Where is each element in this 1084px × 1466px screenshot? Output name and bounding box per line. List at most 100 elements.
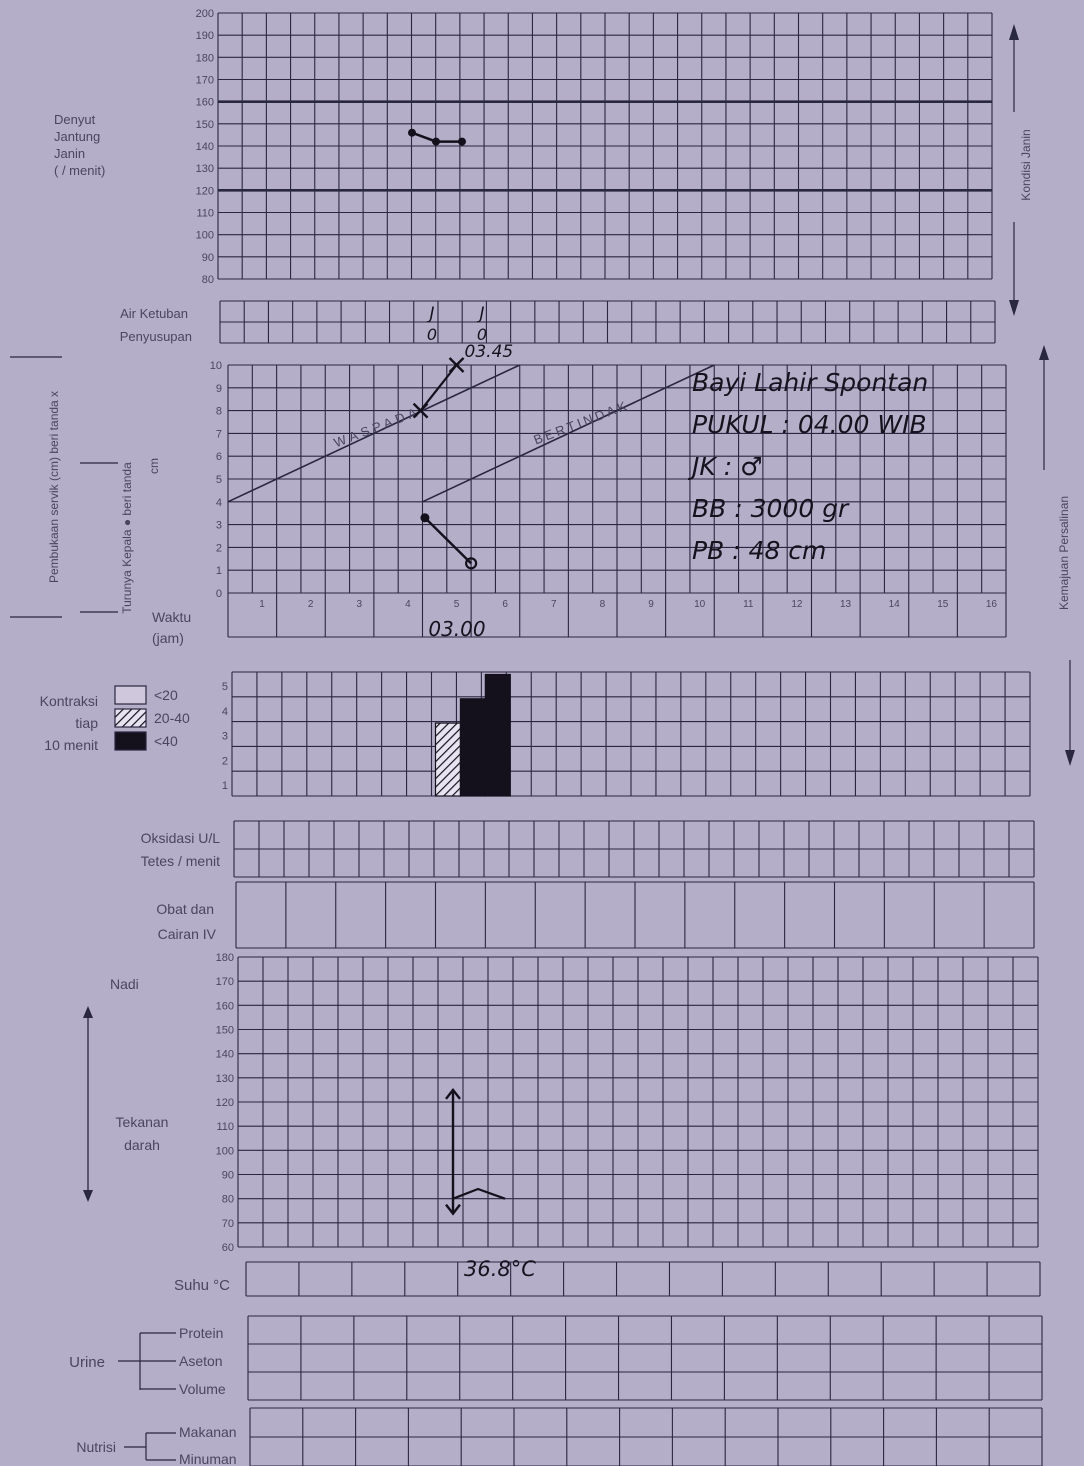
hour-tick: 16 <box>986 599 998 610</box>
fhr-point <box>458 137 466 146</box>
hour-tick: 11 <box>743 599 754 610</box>
air-ketuban-value: J <box>476 304 484 324</box>
vitals-tick: 110 <box>216 1121 234 1133</box>
hour-tick: 9 <box>648 599 654 610</box>
contraction-tick: 1 <box>222 780 228 792</box>
waktu-grid <box>227 592 1007 638</box>
vitals-tick: 140 <box>216 1049 234 1061</box>
contraction-bar <box>459 698 486 797</box>
vitals-tick: 150 <box>216 1025 234 1037</box>
tetes-label: Tetes / menit <box>141 853 220 869</box>
suhu-grid <box>245 1261 1041 1297</box>
fhr-tick: 180 <box>196 52 214 64</box>
contraction-label: Kontraksi <box>40 693 98 709</box>
birth-note: JK : ♂ <box>687 452 763 481</box>
vitals-tick: 120 <box>216 1097 234 1109</box>
legend-label: <20 <box>154 687 178 703</box>
fhr-tick: 150 <box>196 119 214 131</box>
oksitosin-grid <box>233 820 1035 878</box>
fhr-label: Jantung <box>54 129 100 144</box>
suhu-label: Suhu °C <box>174 1277 230 1294</box>
contraction-label: tiap <box>75 715 98 731</box>
fhr-tick: 130 <box>196 163 214 175</box>
vitals-tick: 60 <box>222 1242 234 1254</box>
printed-labels: 2001901801701601501401301201101009080Den… <box>40 8 1071 1466</box>
hour-tick: 2 <box>308 599 314 610</box>
fhr-label: Denyut <box>54 112 96 127</box>
birth-note: PUKUL : 04.00 WIB <box>692 410 927 439</box>
penyusupan-value: 0 <box>477 325 487 344</box>
fhr-point <box>432 137 440 146</box>
descent-line <box>424 516 472 565</box>
bp-systolic-mark <box>445 1087 461 1100</box>
air-ketuban-value: J <box>426 304 434 324</box>
kemajuan-label: Kemajuan Persalinan <box>1057 496 1071 610</box>
dilation-time: 03.45 <box>465 342 514 362</box>
vitals-tick: 80 <box>222 1194 234 1206</box>
fhr-tick: 110 <box>196 208 214 220</box>
side-arrow-down-icon <box>1065 750 1075 766</box>
cervix-tick: 4 <box>216 497 222 509</box>
arrow-up-icon <box>83 1006 93 1018</box>
vitals-tick: 170 <box>216 976 234 988</box>
nutrisi-row-label: Minuman <box>179 1451 237 1466</box>
penyusupan-value: 0 <box>427 325 437 344</box>
legend-label: 20-40 <box>154 710 190 726</box>
fhr-tick: 190 <box>196 30 214 42</box>
contraction-bar <box>484 673 511 797</box>
alert-line <box>227 364 521 503</box>
kondisi-janin-label: Kondisi Janin <box>1019 129 1033 200</box>
dilation-x-mark <box>448 357 465 373</box>
cervix-tick: 5 <box>216 474 222 486</box>
bertindak-label: BERTINDAK <box>531 397 631 447</box>
contraction-tick: 3 <box>222 731 228 743</box>
hour-tick: 5 <box>454 599 460 610</box>
waktu-label: Waktu <box>152 609 191 625</box>
cervix-tick: 6 <box>216 451 222 463</box>
fhr-label: Janin <box>54 146 85 161</box>
darah-label: darah <box>124 1137 160 1153</box>
action-line <box>422 364 715 503</box>
penyusupan-label: Penyusupan <box>120 329 192 344</box>
tekanan-label: Tekanan <box>116 1114 169 1130</box>
cervix-tick: 1 <box>216 565 222 577</box>
contraction-tick: 2 <box>222 755 228 767</box>
fhr-tick: 120 <box>196 185 214 197</box>
urine-row-label: Aseton <box>179 1353 223 1369</box>
hour-tick: 6 <box>502 599 508 610</box>
dilation-x-mark <box>412 402 429 419</box>
fhr-tick: 170 <box>196 75 214 87</box>
cervix-tick: 3 <box>216 520 222 532</box>
fhr-tick: 200 <box>196 8 214 20</box>
hour-tick: 1 <box>259 599 265 610</box>
hour-tick: 3 <box>357 599 363 610</box>
side-arrow-up-icon <box>1009 24 1019 40</box>
cervix-tick: 7 <box>216 428 222 440</box>
birth-note: PB : 48 cm <box>692 536 826 565</box>
cervix-tick: 0 <box>216 588 222 600</box>
vitals-tick: 160 <box>216 1000 234 1012</box>
descent-point <box>420 513 430 523</box>
hour-tick: 8 <box>600 599 606 610</box>
air-ketuban-label: Air Ketuban <box>120 306 188 321</box>
hour-tick: 13 <box>840 599 852 610</box>
hour-tick: 10 <box>694 599 706 610</box>
hour-tick: 4 <box>405 599 411 610</box>
fhr-grid <box>217 12 993 280</box>
legend-swatch <box>114 708 147 728</box>
urine-label: Urine <box>69 1354 105 1371</box>
birth-note: Bayi Lahir Spontan <box>692 368 928 397</box>
fhr-tick: 160 <box>196 97 214 109</box>
hour-tick: 12 <box>791 599 803 610</box>
hour-tick: 7 <box>551 599 557 610</box>
fhr-point <box>408 128 416 137</box>
urine-row-label: Volume <box>179 1381 226 1397</box>
nutrisi-grid <box>249 1407 1043 1466</box>
fhr-label: ( / menit) <box>54 163 105 178</box>
grid-lines <box>10 12 1075 1466</box>
fhr-tick: 80 <box>202 274 214 286</box>
descent-point <box>465 557 478 570</box>
obat-grid <box>235 881 1035 949</box>
nadi-label: Nadi <box>110 976 139 992</box>
